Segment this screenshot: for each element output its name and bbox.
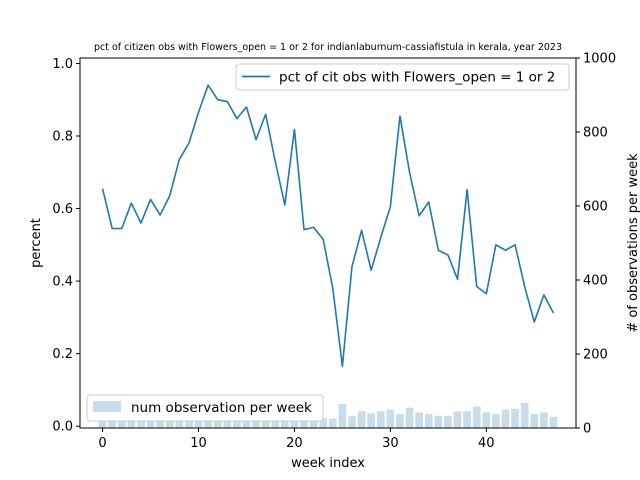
x-axis-title: week index (291, 456, 365, 471)
legend-bar-label: num observation per week (131, 400, 312, 416)
y-tick-label: 0.0 (52, 420, 73, 435)
bar (444, 415, 452, 428)
bar (520, 402, 529, 428)
x-tick-label: 10 (190, 436, 207, 451)
y2-axis-title: # of observations per week (626, 153, 640, 333)
bar (146, 421, 155, 428)
y-axis-left: 0.0 0.2 0.4 0.6 0.8 1.0 (52, 57, 80, 435)
bar (127, 421, 136, 428)
y2-tick-label: 800 (583, 126, 608, 141)
bar (463, 411, 471, 428)
bar (290, 419, 299, 428)
y-tick-label: 0.6 (52, 202, 73, 217)
bar (108, 419, 116, 428)
y2-tick-label: 400 (583, 274, 608, 289)
bar (540, 412, 548, 428)
bar (367, 413, 376, 428)
bar (213, 420, 222, 428)
y-tick-label: 0.8 (52, 129, 73, 144)
bar (348, 416, 356, 428)
legend-line-label: pct of cit obs with Flowers_open = 1 or … (279, 70, 555, 86)
line-series (101, 84, 555, 368)
chart-title: pct of citizen obs with Flowers_open = 1… (94, 42, 562, 53)
y-tick-label: 1.0 (52, 57, 73, 72)
bar-series (98, 402, 558, 428)
x-tick-label: 40 (478, 436, 495, 451)
x-tick-label: 0 (98, 436, 106, 451)
bar (137, 421, 145, 428)
x-axis: 0 10 20 30 40 (98, 428, 495, 451)
y2-tick-label: 0 (583, 422, 591, 437)
bar (280, 420, 289, 428)
bar (492, 413, 500, 428)
x-tick-label: 20 (286, 436, 303, 451)
bar (204, 420, 212, 428)
bar (165, 421, 174, 428)
bar (300, 420, 308, 428)
bar (252, 420, 260, 428)
bar (309, 420, 318, 428)
y2-tick-label: 1000 (583, 52, 616, 67)
plot-frame (79, 57, 577, 429)
bar (530, 413, 539, 428)
bar (242, 420, 251, 428)
bar (194, 420, 203, 428)
y-tick-label: 0.2 (52, 347, 73, 362)
bar (386, 409, 395, 428)
bar (185, 421, 193, 428)
bar (453, 411, 462, 428)
bar (319, 418, 328, 428)
bar (328, 418, 337, 428)
bar (405, 407, 414, 428)
bar (482, 412, 491, 428)
y-axis-right: 0 200 400 600 800 1000 (576, 52, 616, 437)
legend-bar-box (86, 394, 324, 422)
bar (223, 421, 232, 428)
x-tick-label: 30 (382, 436, 399, 451)
series-line (101, 84, 555, 368)
bar (376, 411, 385, 428)
bar (271, 420, 280, 428)
legend-bar-swatch (93, 401, 121, 412)
bar (424, 413, 433, 428)
legend-bar: num observation per week (86, 394, 324, 422)
bar (117, 421, 126, 428)
bar (434, 415, 443, 428)
y-tick-label: 0.4 (52, 275, 73, 290)
bar (233, 420, 241, 428)
y2-tick-label: 600 (583, 200, 608, 215)
legend-line-box (235, 63, 570, 91)
bar (338, 403, 347, 428)
bar (396, 413, 404, 428)
bar (357, 411, 366, 428)
legend-line: pct of cit obs with Flowers_open = 1 or … (235, 63, 570, 91)
y2-tick-label: 200 (583, 348, 608, 363)
y-axis-title: percent (29, 218, 44, 268)
bar (549, 416, 558, 428)
bar (261, 420, 270, 428)
bar (98, 421, 107, 428)
bar (501, 409, 510, 428)
bar (175, 421, 184, 428)
bar (511, 408, 519, 428)
bar (472, 406, 481, 428)
bar (156, 421, 164, 428)
bar (415, 412, 423, 428)
